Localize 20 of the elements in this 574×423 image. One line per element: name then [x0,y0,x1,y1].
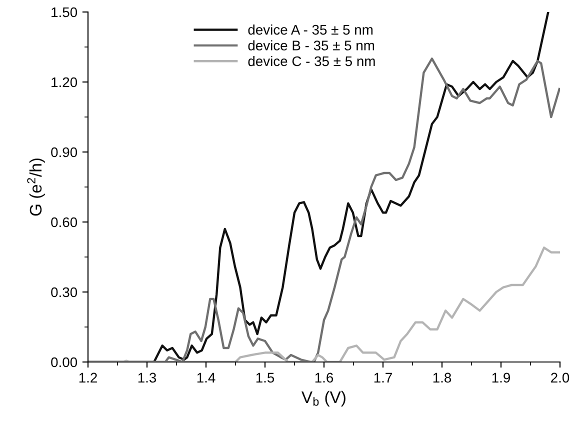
y-tick-label: 1.20 [52,77,78,88]
x-tick-label: 1.3 [138,372,156,383]
x-tick-label: 1.9 [492,372,510,383]
x-tick-label: 1.2 [79,372,97,382]
x-tick-label: 1.4 [197,372,216,382]
legend-label: device C - 35 ± 5 nm [248,56,375,66]
x-tick-label: 1.8 [433,372,452,383]
x-tick-label: 2.0 [551,372,570,383]
legend-label: device A - 35 ± 5 nm [248,24,373,35]
y-tick-label: 0.00 [51,357,78,368]
y-tick-label: 0.90 [51,147,78,158]
x-axis-title: V$_{b}$ (V) [301,390,346,406]
y-tick-label: 0.60 [51,217,78,228]
x-tick-label: 1.6 [315,372,334,383]
y-tick-label: 0.30 [51,287,78,298]
x-tick-label: 1.5 [256,372,274,383]
legend-label: device B - 35 ± 5 nm [248,40,374,50]
y-axis-title: G (e$^{2}$/h) [27,158,45,216]
x-tick-label: 1.7 [374,372,392,382]
y-tick-label: 1.50 [52,7,78,18]
